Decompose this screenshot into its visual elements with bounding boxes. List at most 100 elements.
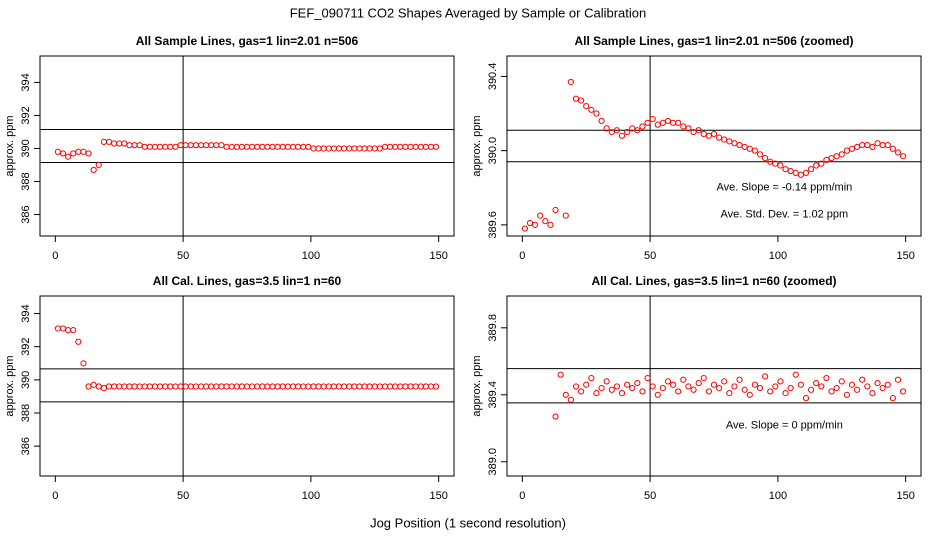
point bbox=[325, 145, 332, 152]
point bbox=[762, 154, 769, 162]
point bbox=[526, 219, 534, 227]
y-tick-label: 389.0 bbox=[487, 448, 499, 476]
y-tick-label: 392 bbox=[20, 106, 32, 124]
x-tick-label: 50 bbox=[177, 250, 189, 262]
point bbox=[172, 383, 179, 390]
point bbox=[654, 391, 661, 398]
point bbox=[700, 130, 707, 138]
point bbox=[85, 383, 92, 390]
point bbox=[330, 145, 337, 152]
point bbox=[427, 143, 435, 150]
point bbox=[249, 143, 256, 150]
point bbox=[100, 138, 107, 145]
point bbox=[593, 390, 600, 397]
panel-title: All Sample Lines, gas=1 lin=2.01 n=506 bbox=[136, 34, 359, 48]
point bbox=[721, 136, 728, 143]
point bbox=[889, 145, 896, 152]
point bbox=[116, 140, 123, 147]
point bbox=[264, 383, 271, 390]
point bbox=[521, 225, 528, 232]
point bbox=[802, 395, 810, 402]
point bbox=[654, 121, 661, 128]
point bbox=[598, 117, 605, 125]
y-axis-label: approx. ppm bbox=[4, 355, 16, 416]
point bbox=[618, 132, 626, 139]
point bbox=[884, 381, 891, 388]
point bbox=[854, 143, 861, 151]
point bbox=[879, 141, 886, 149]
point bbox=[228, 383, 235, 390]
y-axis-label: approx. ppm bbox=[471, 355, 483, 416]
point bbox=[417, 383, 424, 390]
point bbox=[644, 119, 651, 126]
point bbox=[59, 325, 67, 332]
point bbox=[100, 385, 107, 392]
point bbox=[136, 383, 143, 390]
point bbox=[346, 383, 353, 390]
point bbox=[376, 383, 383, 390]
point bbox=[397, 143, 404, 150]
point bbox=[578, 388, 585, 395]
point bbox=[532, 221, 539, 228]
point bbox=[90, 381, 97, 388]
point bbox=[146, 143, 153, 150]
point bbox=[777, 378, 784, 385]
y-tick-label: 388 bbox=[20, 172, 32, 190]
point bbox=[869, 390, 876, 397]
point bbox=[141, 143, 148, 150]
y-axis-label: approx. ppm bbox=[4, 115, 16, 176]
point bbox=[864, 141, 871, 149]
point bbox=[407, 383, 414, 390]
x-tick-label: 50 bbox=[644, 490, 656, 502]
x-tick-label: 100 bbox=[302, 490, 320, 502]
point bbox=[284, 383, 291, 390]
point bbox=[731, 140, 738, 147]
point bbox=[823, 156, 830, 164]
point bbox=[578, 97, 585, 104]
point bbox=[583, 103, 590, 110]
point bbox=[680, 123, 687, 130]
point bbox=[675, 119, 682, 126]
point bbox=[65, 153, 72, 160]
point bbox=[537, 212, 544, 219]
y-tick-label: 386 bbox=[20, 437, 32, 455]
point bbox=[177, 383, 184, 390]
point bbox=[879, 384, 886, 392]
point bbox=[772, 160, 779, 167]
point bbox=[412, 383, 419, 390]
point bbox=[828, 388, 835, 395]
point bbox=[659, 384, 666, 392]
point bbox=[613, 127, 620, 134]
point bbox=[572, 95, 580, 102]
point bbox=[889, 395, 896, 402]
point bbox=[305, 383, 312, 390]
point bbox=[833, 153, 840, 160]
point bbox=[900, 153, 907, 160]
point bbox=[162, 143, 169, 150]
point bbox=[361, 383, 368, 390]
point bbox=[705, 132, 712, 139]
point bbox=[818, 160, 825, 167]
point bbox=[787, 384, 794, 392]
point bbox=[146, 383, 153, 390]
point bbox=[105, 138, 113, 145]
point bbox=[366, 383, 373, 390]
y-tick-label: 386 bbox=[20, 205, 32, 223]
point bbox=[264, 143, 271, 150]
point bbox=[274, 143, 281, 150]
point bbox=[136, 142, 143, 149]
y-tick-label: 389.8 bbox=[487, 314, 499, 342]
point bbox=[422, 143, 429, 150]
point bbox=[218, 142, 225, 149]
point bbox=[335, 145, 343, 152]
point bbox=[649, 383, 656, 390]
point bbox=[254, 143, 261, 150]
point bbox=[95, 161, 102, 169]
point bbox=[402, 383, 409, 390]
point bbox=[869, 143, 876, 151]
y-tick-label: 389.4 bbox=[487, 381, 499, 409]
point bbox=[593, 110, 600, 117]
point bbox=[690, 128, 697, 136]
point bbox=[274, 383, 281, 390]
point bbox=[542, 218, 549, 225]
